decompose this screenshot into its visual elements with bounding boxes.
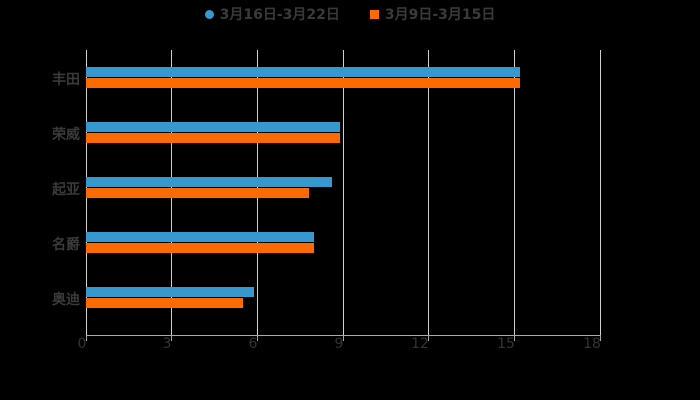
bar-series-2[interactable] — [86, 187, 309, 198]
x-tick-label: 0 — [77, 336, 87, 352]
x-tick — [257, 335, 258, 341]
x-tick — [86, 335, 87, 341]
bar-series-1[interactable] — [86, 67, 521, 77]
category-label: 奥迪 — [52, 292, 80, 308]
category-label: 名爵 — [52, 237, 80, 253]
category-label: 起亚 — [52, 182, 80, 198]
bar-series-2[interactable] — [86, 242, 315, 253]
x-tick — [514, 335, 515, 341]
bar-series-2[interactable] — [86, 297, 244, 308]
x-tick-label: 15 — [497, 336, 515, 352]
gridline — [343, 50, 344, 335]
legend-label: 3月9日-3月15日 — [384, 7, 496, 23]
gridline — [428, 50, 429, 335]
x-tick — [171, 335, 172, 341]
bar-series-1[interactable] — [86, 232, 315, 242]
x-tick-label: 18 — [583, 336, 601, 352]
bar-series-2[interactable] — [86, 77, 521, 88]
chart-legend: 3月16日-3月22日 3月9日-3月15日 — [0, 4, 700, 24]
legend-item-series-2[interactable]: 3月9日-3月15日 — [369, 4, 496, 24]
category-label: 丰田 — [52, 72, 80, 88]
bar-series-1[interactable] — [86, 177, 332, 187]
x-tick-label: 9 — [334, 336, 344, 352]
category-label: 荣威 — [52, 127, 80, 143]
gridline — [514, 50, 515, 335]
x-tick — [343, 335, 344, 341]
x-tick-label: 6 — [248, 336, 258, 352]
x-tick-label: 3 — [162, 336, 172, 352]
bar-series-1[interactable] — [86, 287, 255, 297]
x-tick-label: 12 — [411, 336, 429, 352]
legend-circle-icon — [204, 9, 214, 19]
legend-item-series-1[interactable]: 3月16日-3月22日 — [204, 4, 340, 24]
legend-square-icon — [369, 9, 379, 19]
x-tick — [428, 335, 429, 341]
legend-label: 3月16日-3月22日 — [219, 7, 340, 23]
gridline — [600, 50, 601, 335]
bar-series-2[interactable] — [86, 132, 341, 143]
x-tick — [600, 335, 601, 341]
bar-series-1[interactable] — [86, 122, 341, 132]
